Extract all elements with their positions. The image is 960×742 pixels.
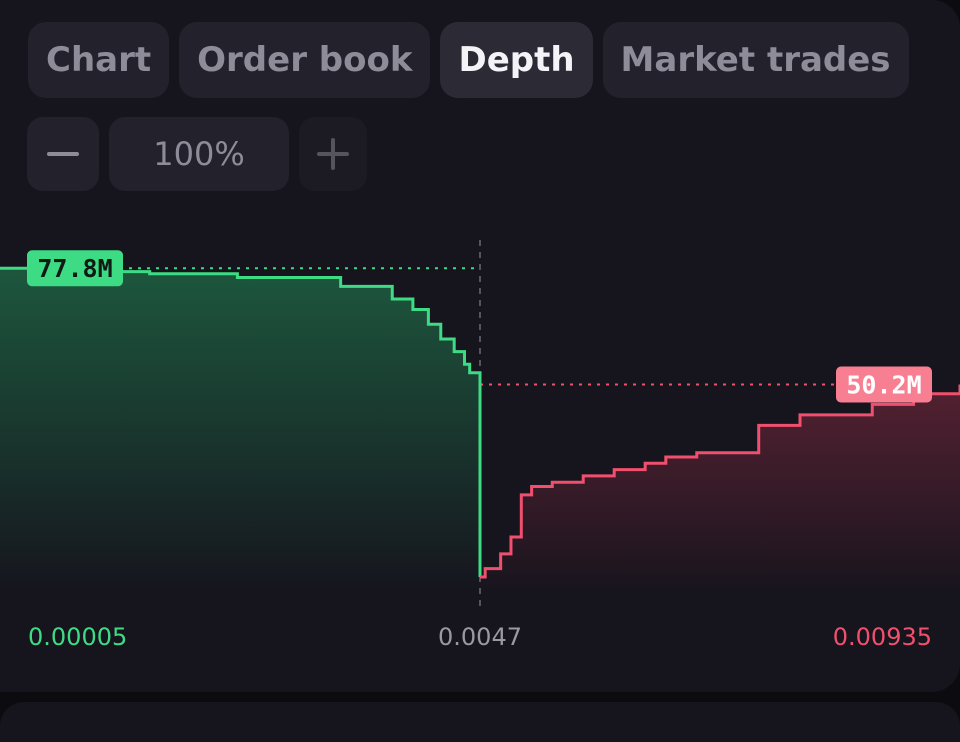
tab-chart[interactable]: Chart	[28, 22, 170, 98]
plus-icon	[317, 138, 349, 170]
bid-depth-line	[0, 266, 482, 578]
ask-max-badge	[836, 366, 932, 403]
ask-max-label: 50.2M	[846, 371, 921, 400]
next-panel	[0, 702, 960, 742]
x-tick-min: 0.00005	[28, 623, 127, 651]
tab-depth[interactable]: Depth	[440, 22, 593, 98]
minus-icon	[47, 152, 79, 156]
x-tick-max: 0.00935	[833, 623, 932, 651]
zoom-in-button[interactable]	[299, 117, 367, 191]
depth-chart: 77.8M 50.2M 0.00005 0.0047 0.00935	[0, 240, 960, 651]
view-tabs: Chart Order book Depth Market trades	[28, 22, 909, 98]
x-tick-mid: 0.0047	[438, 623, 522, 651]
bid-max-label: 77.8M	[37, 254, 112, 283]
tab-market-trades[interactable]: Market trades	[602, 22, 909, 98]
bid-area	[0, 268, 480, 596]
zoom-out-button[interactable]	[27, 117, 99, 191]
zoom-controls: 100%	[27, 117, 367, 191]
tab-order-book[interactable]: Order book	[179, 22, 431, 98]
ask-depth-line	[480, 384, 960, 579]
bid-max-badge	[27, 250, 123, 287]
ask-area	[480, 384, 960, 596]
zoom-value: 100%	[109, 117, 289, 191]
